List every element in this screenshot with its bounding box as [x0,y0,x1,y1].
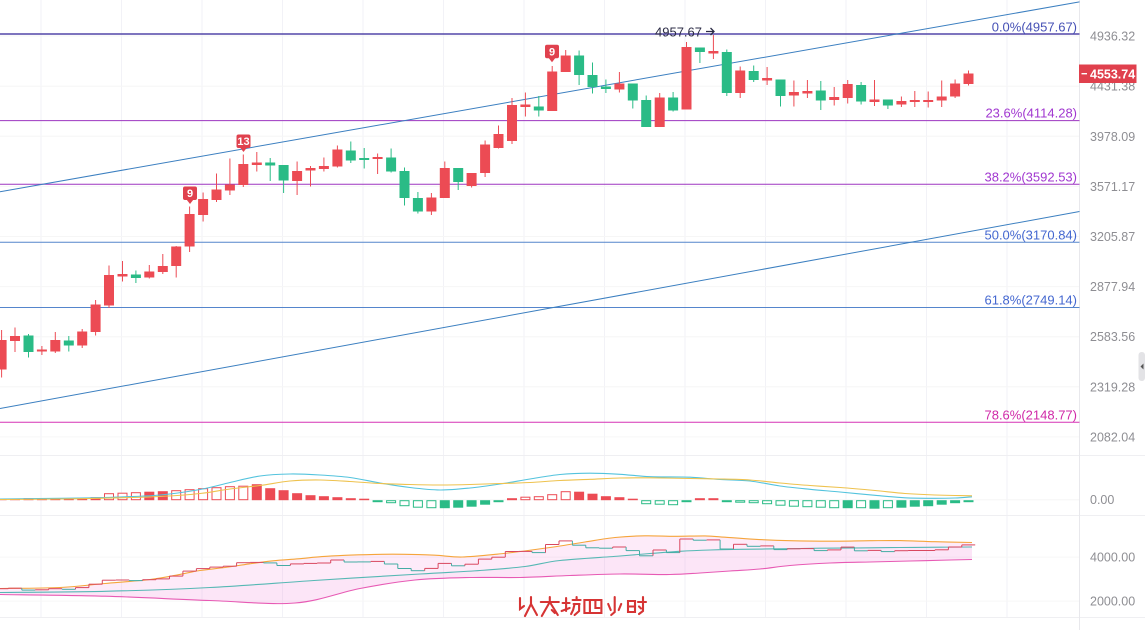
svg-text:9: 9 [549,46,555,58]
svg-text:0.00: 0.00 [1090,493,1114,507]
svg-text:13: 13 [237,136,249,148]
svg-text:23.6%(4114.28): 23.6%(4114.28) [985,106,1077,121]
svg-text:38.2%(3592.53): 38.2%(3592.53) [984,170,1077,185]
svg-text:4936.32: 4936.32 [1090,30,1135,44]
svg-text:2583.56: 2583.56 [1090,330,1135,344]
svg-text:3205.87: 3205.87 [1090,230,1135,244]
svg-text:0.0%(4957.67): 0.0%(4957.67) [992,20,1077,35]
svg-text:78.6%(2148.77): 78.6%(2148.77) [984,408,1077,423]
svg-text:3978.09: 3978.09 [1090,130,1135,144]
svg-text:2082.04: 2082.04 [1090,430,1135,444]
svg-text:2000.00: 2000.00 [1090,595,1135,609]
svg-text:4957.67: 4957.67 [655,25,702,40]
svg-text:2877.94: 2877.94 [1090,280,1135,294]
svg-text:4000.00: 4000.00 [1090,551,1135,565]
svg-text:61.8%(2749.14): 61.8%(2749.14) [984,293,1077,308]
svg-text:9: 9 [187,188,193,200]
svg-text:3571.17: 3571.17 [1090,180,1135,194]
svg-text:50.0%(3170.84): 50.0%(3170.84) [984,228,1077,243]
svg-text:4553.74: 4553.74 [1090,67,1135,81]
svg-text:2319.28: 2319.28 [1090,380,1135,394]
